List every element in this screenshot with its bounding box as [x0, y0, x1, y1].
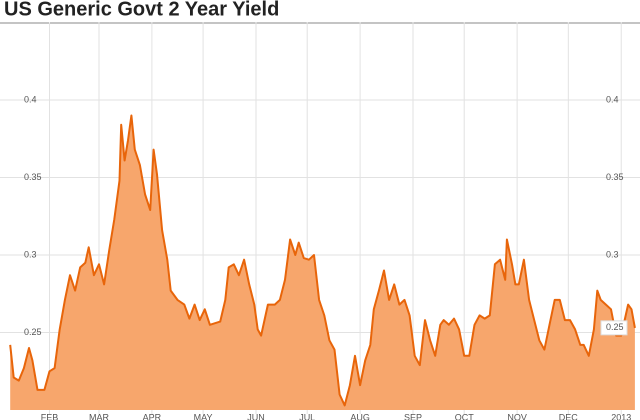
chart-title: US Generic Govt 2 Year Yield [4, 0, 279, 20]
y-tick-label: 0.4 [24, 94, 37, 104]
labels: FEB MAR APR MAY JUN JUL AUG SEP OCT NOV DEC 2013 0.2… [24, 94, 631, 420]
x-tick-label: NOV [507, 412, 527, 420]
y-tick-label-right: 0.4 [606, 94, 619, 104]
x-tick-label: JUL [299, 412, 315, 420]
x-tick-label: JUN [247, 412, 265, 420]
plot [9, 114, 636, 410]
last-value-box [600, 320, 628, 336]
x-tick-label: MAY [194, 412, 213, 420]
x-tick-label: FEB [41, 412, 59, 420]
line [9, 114, 636, 407]
x-tick-label: SEP [404, 412, 422, 420]
x-tick-label: MAR [89, 412, 110, 420]
x-tick-label: OCT [455, 412, 475, 420]
x-tick-label: DEC [559, 412, 579, 420]
area [10, 115, 635, 410]
y-tick-label: 0.25 [24, 327, 42, 337]
y-tick-label-right: 0.35 [606, 172, 624, 182]
x-tick-label: AUG [350, 412, 370, 420]
x-tick-label: 2013 [611, 412, 631, 420]
y-tick-label: 0.35 [24, 172, 42, 182]
x-tick-label: APR [143, 412, 162, 420]
y-tick-label: 0.3 [24, 249, 37, 259]
y-tick-label-right: 0.3 [606, 249, 619, 259]
last-value-label: 0.25 [606, 322, 624, 332]
